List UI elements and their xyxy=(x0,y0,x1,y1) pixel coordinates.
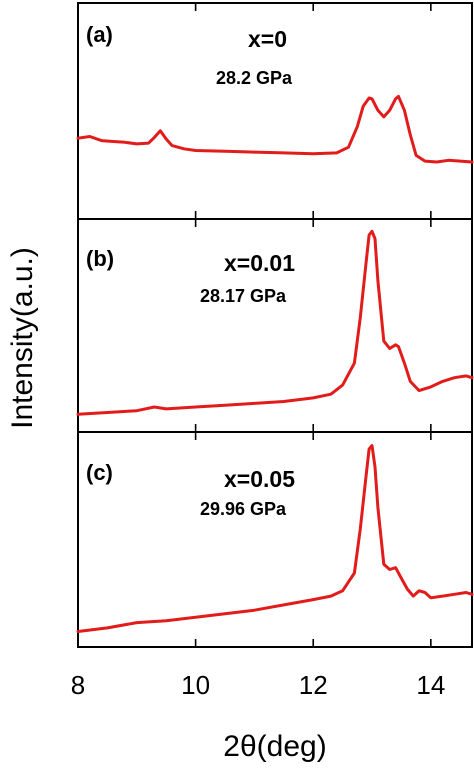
composition-label: x=0 xyxy=(248,26,287,52)
pressure-label: 29.96 GPa xyxy=(200,499,287,519)
panel-a: (a) x=0 28.2 GPa xyxy=(76,2,474,220)
x-tick-label: 14 xyxy=(416,670,445,700)
panel-label: (c) xyxy=(86,460,113,485)
y-axis-label: Intensity(a.u.) xyxy=(6,247,39,429)
x-tick-label: 8 xyxy=(71,670,85,700)
composition-label: x=0.05 xyxy=(224,466,295,492)
x-axis-label: 2θ(deg) xyxy=(223,730,326,763)
xrd-trace-c xyxy=(76,444,474,633)
composition-label: x=0.01 xyxy=(224,250,295,276)
x-tick-label: 12 xyxy=(299,670,328,700)
panels-group: (a) x=0 28.2 GPa (b) x=0.01 28.17 GPa (c) x=0.0… xyxy=(76,2,474,648)
xrd-trace-a xyxy=(76,94,474,164)
panel-b: (b) x=0.01 28.17 GPa xyxy=(76,218,474,433)
panel-label: (b) xyxy=(86,246,114,271)
x-tick-label: 10 xyxy=(181,670,210,700)
x-tick-labels: 8 10 12 14 xyxy=(71,670,446,700)
panel-frame xyxy=(77,431,473,648)
xrd-trace-b xyxy=(76,229,474,416)
panel-c: (c) x=0.05 29.96 GPa xyxy=(76,431,474,648)
pressure-label: 28.17 GPa xyxy=(200,286,287,306)
pressure-label: 28.2 GPa xyxy=(216,68,293,88)
panel-label: (a) xyxy=(86,22,113,47)
